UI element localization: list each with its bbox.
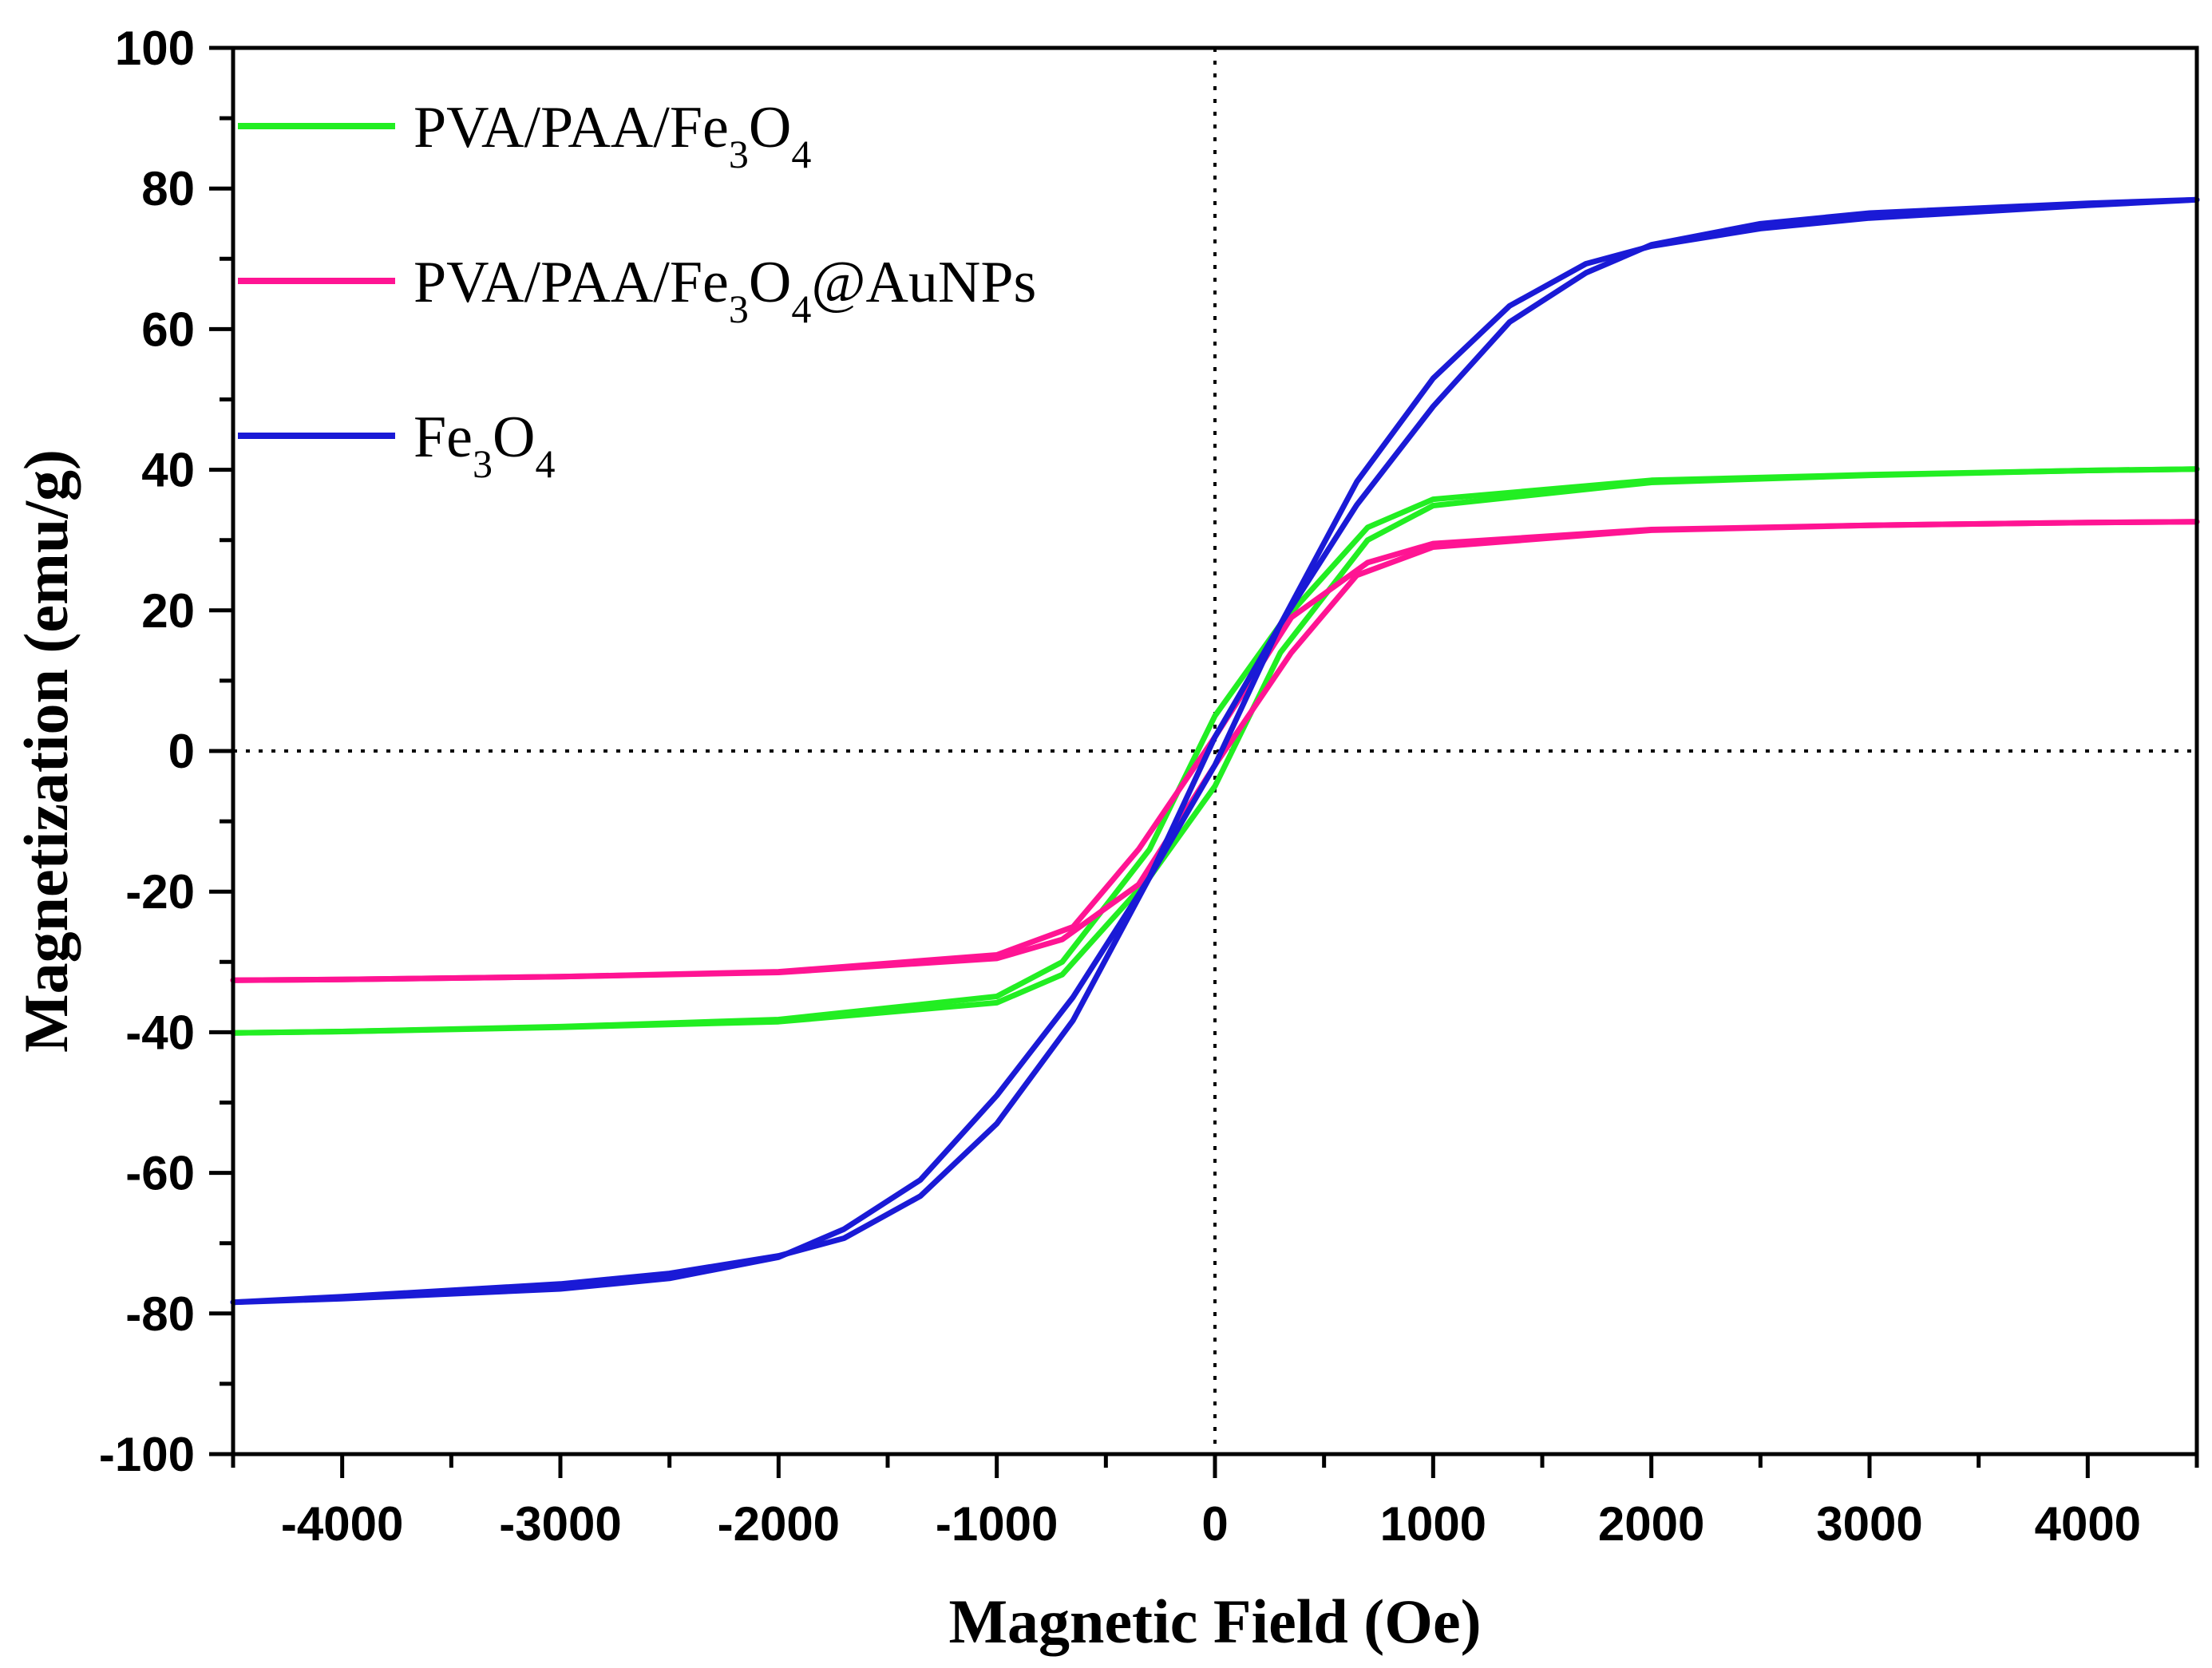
x-tick-label: -4000 — [281, 1497, 403, 1551]
series-2-branch-up-line — [230, 196, 2200, 1306]
x-tick-label: 3000 — [1816, 1497, 1922, 1551]
x-axis-title: Magnetic Field (Oe) — [948, 1587, 1481, 1656]
legend-label-1: PVA/PAA/Fe3O4@AuNPs — [414, 250, 1036, 331]
y-axis-title: Magnetization (emu/g) — [11, 449, 81, 1053]
y-tick-label: -20 — [125, 865, 195, 919]
y-tick-label: -80 — [125, 1287, 195, 1341]
x-tick-label: 4000 — [2035, 1497, 2141, 1551]
y-tick-label: 80 — [141, 162, 195, 215]
y-tick-label: -100 — [99, 1428, 195, 1481]
y-tick-label: 100 — [115, 22, 195, 75]
x-tick-label: 2000 — [1598, 1497, 1704, 1551]
y-tick-label: 0 — [168, 725, 195, 778]
reference-lines — [233, 48, 2197, 1454]
legend: PVA/PAA/Fe3O4 PVA/PAA/Fe3O4@AuNPs Fe3O4 — [238, 95, 1036, 486]
x-tick-label: 1000 — [1380, 1497, 1486, 1551]
y-tick-label: 20 — [141, 584, 195, 638]
legend-label-2: Fe3O4 — [414, 405, 555, 486]
y-tick-label: -40 — [125, 1006, 195, 1059]
series-0-branch-up-line — [230, 466, 2200, 1036]
y-tick-label: 60 — [141, 302, 195, 356]
series-2-branch-down-line — [230, 196, 2200, 1306]
x-tick-label: 0 — [1201, 1497, 1228, 1551]
x-tick-label: -2000 — [718, 1497, 840, 1551]
legend-label-0: PVA/PAA/Fe3O4 — [414, 95, 811, 176]
x-tick-label: -1000 — [936, 1497, 1058, 1551]
y-tick-label: -60 — [125, 1147, 195, 1200]
ticks-layer: -4000 -3000 -2000 -1000 0 1000 2000 3000 4000-10… — [99, 22, 2199, 1551]
series-layer — [230, 196, 2200, 1306]
x-tick-label: -3000 — [499, 1497, 621, 1551]
y-tick-label: 40 — [141, 444, 195, 497]
